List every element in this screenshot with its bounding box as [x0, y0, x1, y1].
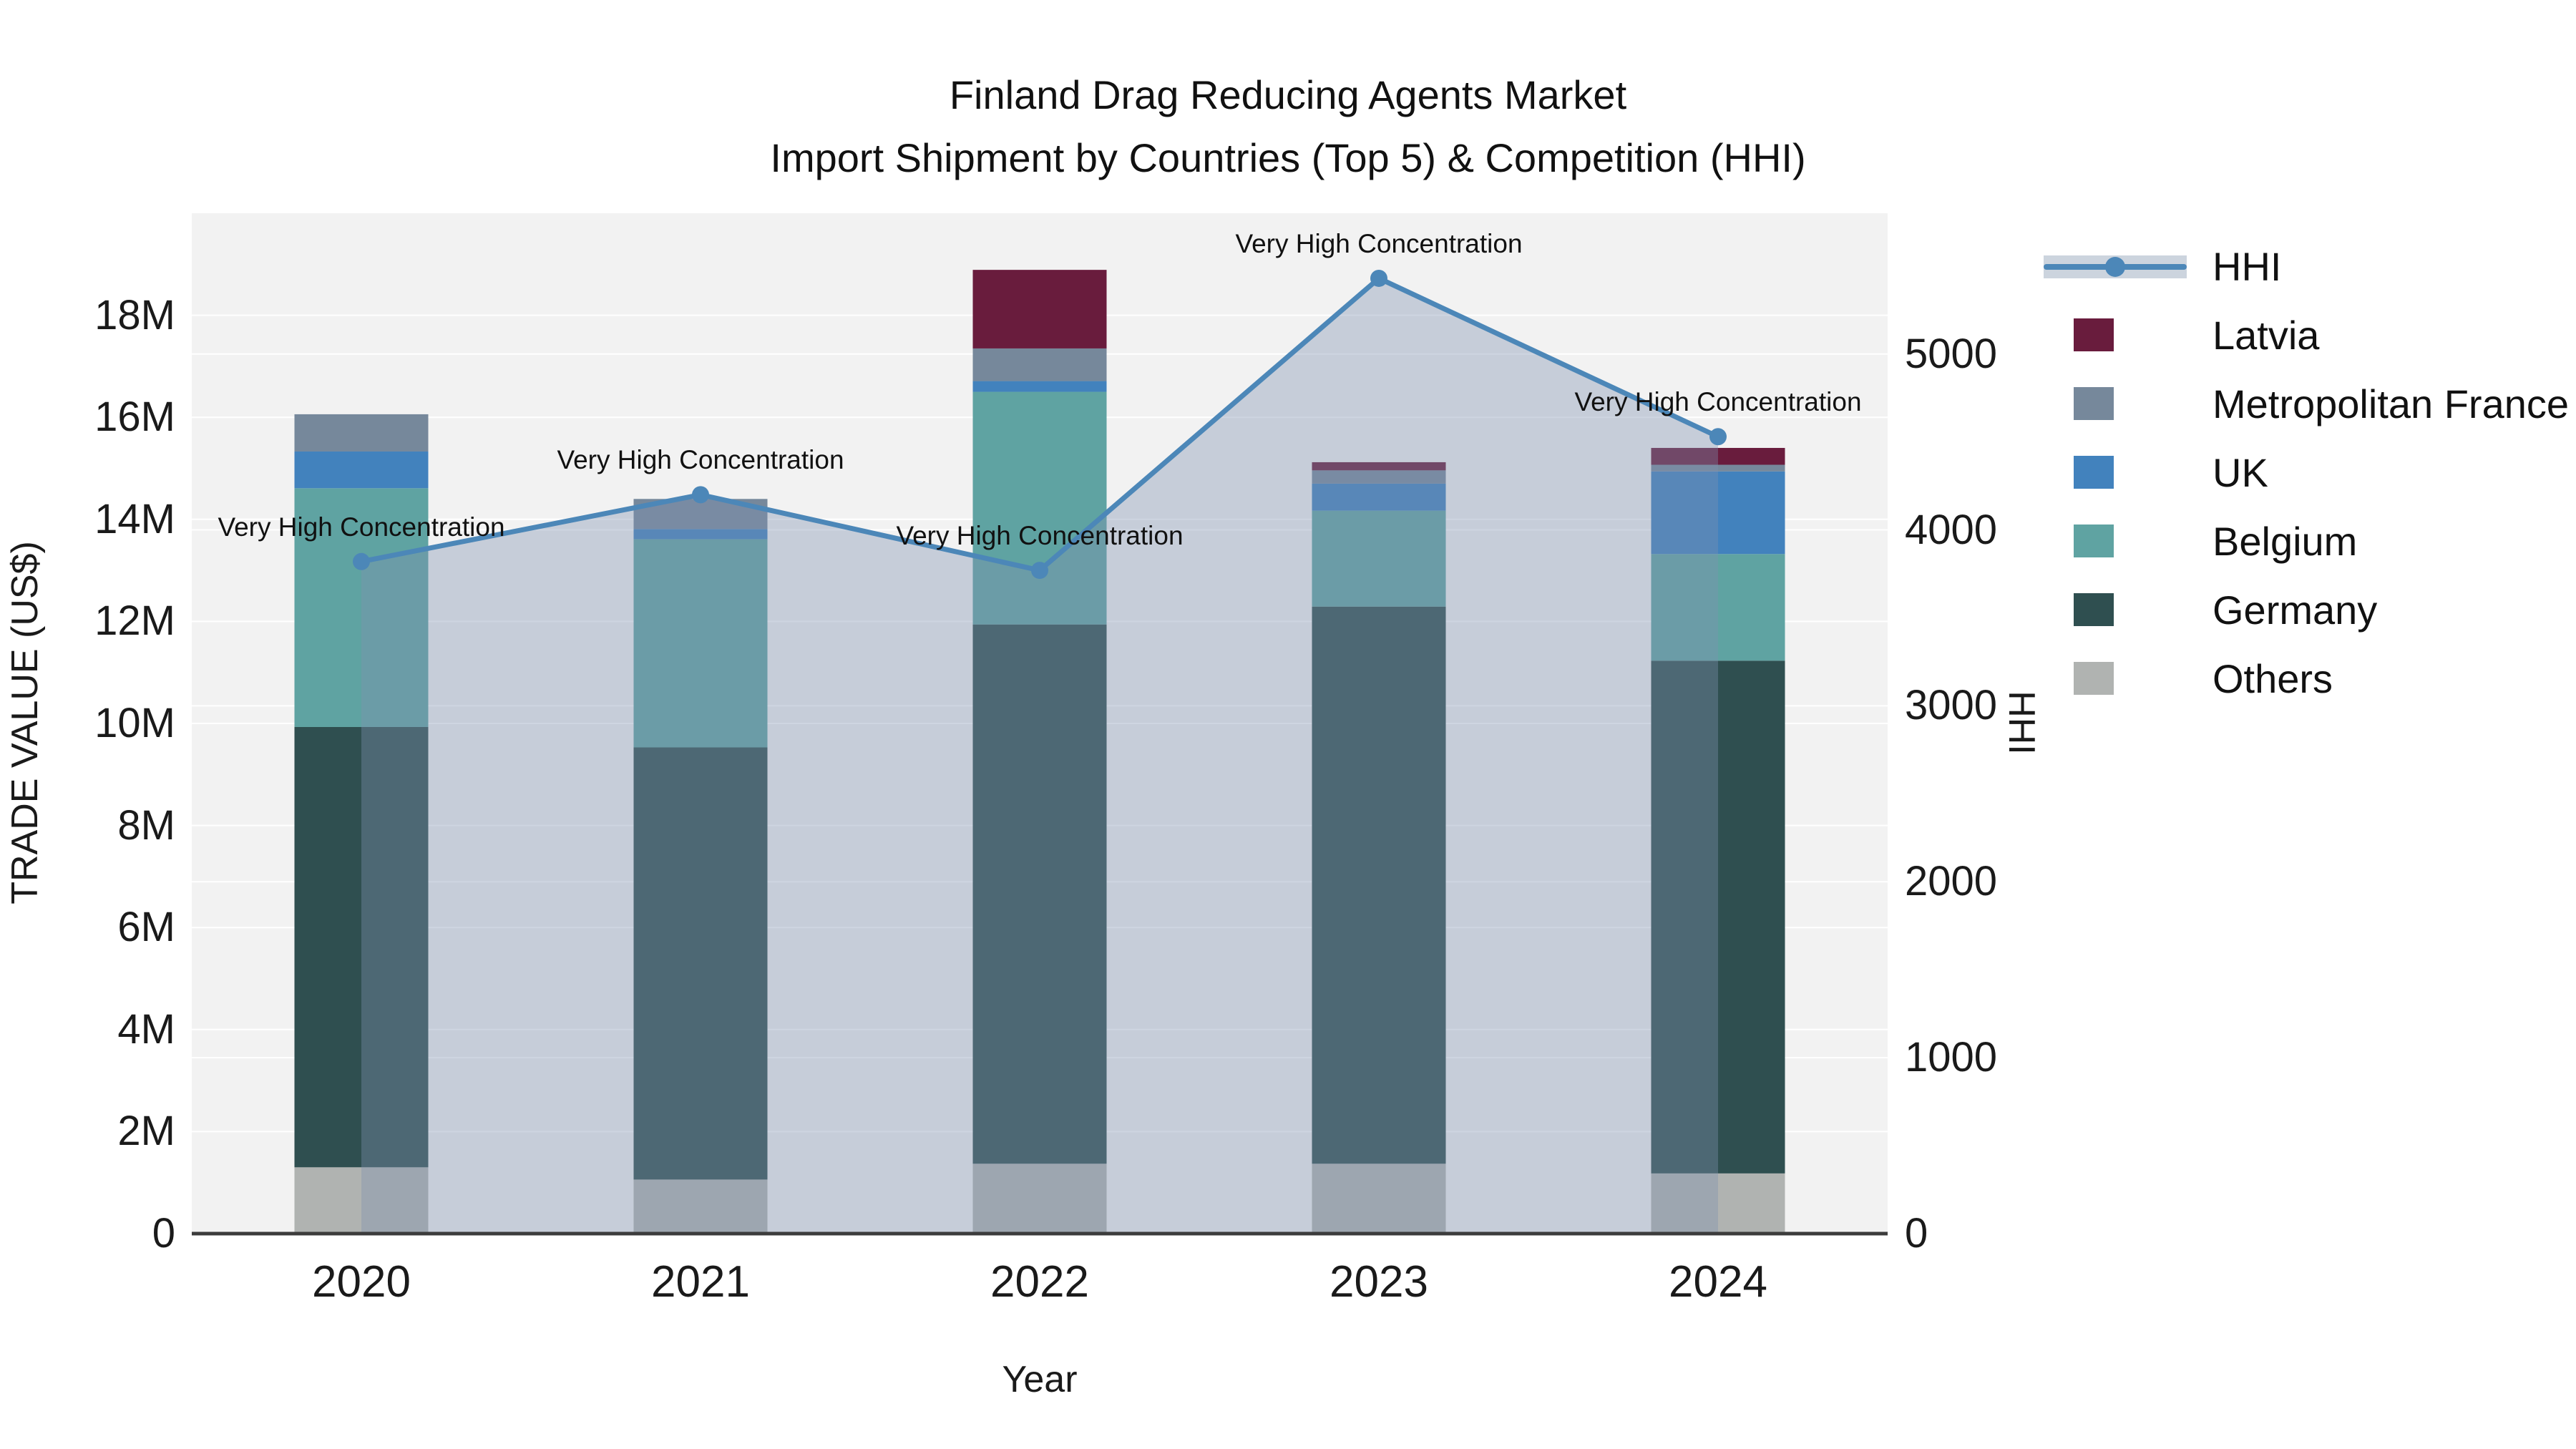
bar-segment-2021-others[interactable]: [633, 1179, 768, 1234]
y-left-tick-12M: 12M: [94, 597, 175, 645]
x-tick-2023: 2023: [1330, 1257, 1428, 1307]
bar-segment-2020-uk[interactable]: [294, 451, 429, 489]
bar-segment-2021-belgium[interactable]: [633, 539, 768, 748]
y-left-tick-6M: 6M: [117, 904, 175, 951]
bar-segment-2020-germany[interactable]: [294, 726, 429, 1168]
legend-label: Germany: [2212, 587, 2378, 633]
y-left-tick-16M: 16M: [94, 394, 175, 441]
bar-segment-2022-metropolitan-france[interactable]: [972, 348, 1107, 381]
x-tick-2020: 2020: [312, 1257, 411, 1307]
bar-segment-2024-latvia[interactable]: [1651, 447, 1785, 465]
color-swatch-icon: [2044, 456, 2187, 489]
bar-segment-2024-metropolitan-france[interactable]: [1651, 464, 1785, 472]
bar-segment-2022-latvia[interactable]: [972, 270, 1107, 348]
x-tick-2021: 2021: [651, 1257, 750, 1307]
bar-segment-2022-uk[interactable]: [972, 381, 1107, 392]
y-left-tick-2M: 2M: [117, 1108, 175, 1155]
bar-segment-2022-others[interactable]: [972, 1163, 1107, 1234]
y-left-tick-14M: 14M: [94, 495, 175, 542]
color-swatch-icon: [2044, 593, 2187, 626]
annotation-2023: Very High Concentration: [1235, 228, 1523, 258]
hhi-marker-2024[interactable]: [1709, 428, 1727, 446]
y-left-tick-18M: 18M: [94, 291, 175, 338]
legend-label: Belgium: [2212, 518, 2358, 564]
bar-segment-2020-metropolitan-france[interactable]: [294, 414, 429, 452]
legend-item-belgium[interactable]: Belgium: [2044, 507, 2569, 575]
y-left-axis-title: TRADE VALUE (US$): [4, 541, 46, 904]
bar-segment-2021-uk[interactable]: [633, 529, 768, 540]
bar-segment-2024-others[interactable]: [1651, 1173, 1785, 1234]
y-right-tick-1000: 1000: [1905, 1034, 1998, 1081]
bar-segment-2022-belgium[interactable]: [972, 391, 1107, 625]
x-axis-title: Year: [1002, 1359, 1078, 1400]
legend-label: Latvia: [2212, 312, 2320, 358]
legend: HHI Latvia Metropolitan France UK Belgium Ger…: [2044, 232, 2569, 713]
legend-item-others[interactable]: Others: [2044, 644, 2569, 713]
annotation-2024: Very High Concentration: [1574, 387, 1862, 417]
y-right-tick-0: 0: [1905, 1210, 1928, 1257]
legend-item-uk[interactable]: UK: [2044, 438, 2569, 507]
hhi-marker-2021[interactable]: [692, 486, 709, 504]
bar-segment-2020-others[interactable]: [294, 1167, 429, 1234]
bar-segment-2021-germany[interactable]: [633, 747, 768, 1180]
y-left-tick-4M: 4M: [117, 1005, 175, 1053]
bar-segment-2023-metropolitan-france[interactable]: [1312, 470, 1446, 484]
bar-segment-2024-germany[interactable]: [1651, 660, 1785, 1174]
annotation-2020: Very High Concentration: [218, 512, 505, 542]
x-tick-2022: 2022: [990, 1257, 1089, 1307]
y-right-axis-title: HHI: [2001, 691, 2042, 755]
legend-label: Others: [2212, 655, 2333, 701]
color-swatch-icon: [2044, 662, 2187, 695]
legend-item-latvia[interactable]: Latvia: [2044, 301, 2569, 369]
hhi-marker-2023[interactable]: [1370, 269, 1387, 287]
bar-segment-2023-uk[interactable]: [1312, 483, 1446, 511]
x-tick-2024: 2024: [1669, 1257, 1767, 1307]
bar-segment-2023-belgium[interactable]: [1312, 510, 1446, 607]
color-swatch-icon: [2044, 318, 2187, 351]
bar-segment-2023-others[interactable]: [1312, 1163, 1446, 1234]
chart-title-line1: Finland Drag Reducing Agents Market: [949, 72, 1627, 117]
y-left-tick-0: 0: [152, 1210, 175, 1257]
annotation-2021: Very High Concentration: [557, 445, 844, 475]
legend-label: UK: [2212, 449, 2268, 495]
hhi-marker-2022[interactable]: [1031, 562, 1048, 580]
y-right-tick-3000: 3000: [1905, 682, 1998, 729]
legend-item-hhi[interactable]: HHI: [2044, 232, 2569, 301]
y-right-tick-5000: 5000: [1905, 330, 1998, 377]
y-left-tick-10M: 10M: [94, 700, 175, 746]
legend-label: Metropolitan France: [2212, 381, 2570, 426]
legend-item-germany[interactable]: Germany: [2044, 575, 2569, 644]
y-left-tick-8M: 8M: [117, 801, 175, 849]
bar-segment-2023-latvia[interactable]: [1312, 462, 1446, 471]
bar-segment-2024-belgium[interactable]: [1651, 554, 1785, 661]
bar-segment-2024-uk[interactable]: [1651, 471, 1785, 555]
bar-segment-2023-germany[interactable]: [1312, 606, 1446, 1164]
chart-title-line2: Import Shipment by Countries (Top 5) & C…: [770, 135, 1806, 180]
bar-segment-2020-belgium[interactable]: [294, 488, 429, 727]
y-right-tick-2000: 2000: [1905, 858, 1998, 905]
legend-label: HHI: [2212, 243, 2282, 289]
hhi-marker-2020[interactable]: [353, 552, 370, 570]
color-swatch-icon: [2044, 525, 2187, 557]
hhi-area-fill: [361, 278, 1718, 1234]
hhi-line-key-icon: [2044, 250, 2187, 283]
legend-item-metropolitan-france[interactable]: Metropolitan France: [2044, 369, 2569, 438]
annotation-2022: Very High Concentration: [896, 521, 1184, 551]
color-swatch-icon: [2044, 387, 2187, 420]
bar-segment-2022-germany[interactable]: [972, 624, 1107, 1164]
y-right-tick-4000: 4000: [1905, 506, 1998, 553]
